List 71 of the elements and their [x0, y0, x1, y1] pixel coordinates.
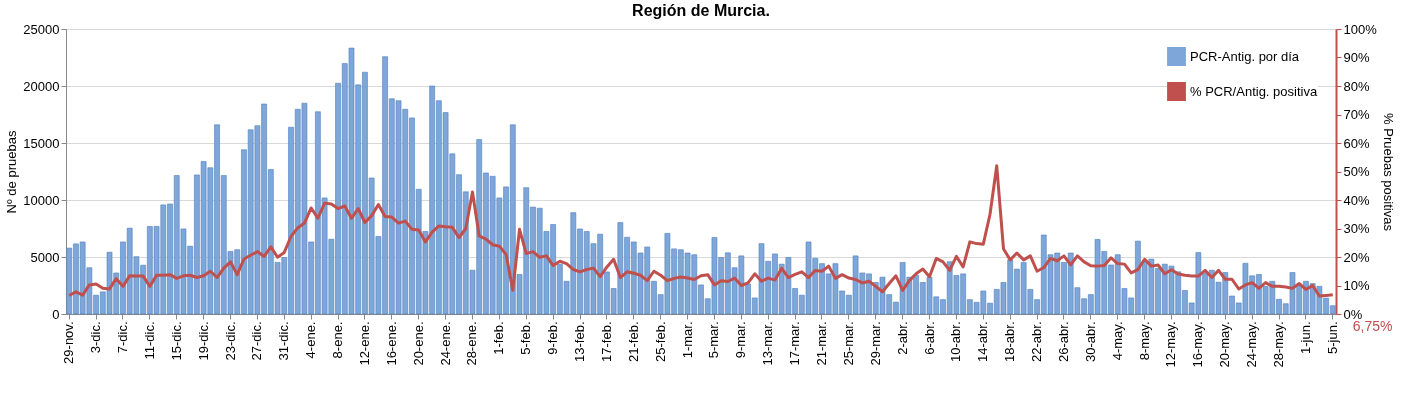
y2-tick-label: 90%	[1343, 50, 1370, 65]
y2-tick-label: 60%	[1343, 135, 1370, 151]
x-tick-label: 13-mar.	[760, 321, 776, 366]
x-tick-label: 1-feb.	[491, 321, 507, 355]
y2-tick-label: 100%	[1343, 21, 1378, 37]
x-tick-label: 12-ene.	[356, 321, 372, 366]
y2-tick-label: 70%	[1343, 107, 1370, 122]
line-series	[67, 164, 1335, 298]
x-tick-label: 24-may.	[1244, 321, 1260, 368]
x-tick-label: 28-ene.	[464, 321, 480, 366]
x-tick-label: 18-abr.	[1002, 321, 1018, 362]
x-tick-label: 8-ene.	[330, 321, 346, 359]
x-tick-label: 29-mar.	[867, 321, 883, 366]
x-tick-label: 28-may.	[1271, 321, 1287, 368]
x-tick-label: 19-dic.	[195, 321, 211, 361]
x-tick-label: 31-dic.	[276, 321, 292, 361]
x-tick-label: 11-dic.	[141, 321, 157, 360]
y2-tick-label: 80%	[1343, 78, 1370, 94]
x-tick-label: 15-dic.	[168, 321, 184, 361]
x-tick-label: 26-abr.	[1055, 321, 1071, 362]
x-tick-label: 21-feb.	[625, 321, 641, 362]
x-tick-label: 1-jun.	[1297, 321, 1313, 355]
x-tick-label: 4-may.	[1109, 321, 1125, 361]
y2-tick-label: 0%	[1343, 306, 1363, 322]
x-tick-label: 14-abr.	[975, 321, 991, 362]
y-axis-title: Nº de pruebas	[4, 130, 20, 214]
x-tick-label: 17-mar.	[787, 321, 803, 366]
legend-label: % PCR/Antig. positiva	[1190, 83, 1318, 99]
x-tick-label: 13-feb.	[572, 321, 588, 362]
y-tick-label: 0	[52, 306, 60, 322]
x-tick-label: 22-abr.	[1029, 321, 1045, 362]
y-tick-label: 5000	[30, 249, 60, 265]
x-tick-label: 9-feb.	[545, 321, 561, 355]
x-tick-label: 17-feb.	[598, 321, 614, 362]
x-tick-label: 10-abr.	[948, 321, 964, 362]
y-tick-label: 20000	[23, 78, 60, 94]
y-tick-label: 10000	[23, 192, 60, 208]
x-tick-label: 30-abr.	[1082, 321, 1098, 362]
x-tick-label: 25-mar.	[840, 321, 856, 366]
x-tick-label: 20-ene.	[410, 321, 426, 366]
x-tick-label: 27-dic.	[249, 321, 265, 361]
x-tick-label: 6-abr.	[921, 321, 937, 355]
y2-tick-label: 10%	[1343, 278, 1370, 293]
y2-tick-label: 50%	[1343, 164, 1370, 179]
x-tick-label: 16-ene.	[383, 321, 399, 366]
y2-tick-label: 40%	[1343, 192, 1370, 208]
y2-axis-title: % Pruebas positivas	[1380, 113, 1396, 232]
x-tick-label: 25-feb.	[652, 321, 668, 362]
legend-label: PCR-Antig. por día	[1190, 48, 1300, 64]
chart-title: Región de Murcia.	[632, 2, 770, 19]
x-tick-label: 5-mar.	[706, 321, 722, 359]
x-tick-label: 1-mar.	[679, 321, 695, 359]
x-tick-label: 2-abr.	[894, 321, 910, 355]
y-tick-label: 25000	[23, 21, 60, 37]
x-tick-label: 5-jun.	[1324, 321, 1340, 355]
x-tick-label: 4-ene.	[303, 321, 319, 359]
x-tick-label: 23-dic.	[222, 321, 238, 361]
x-tick-label: 20-may.	[1217, 321, 1233, 368]
x-tick-label: 5-feb.	[518, 321, 534, 355]
x-tick-label: 9-mar.	[733, 321, 749, 359]
y2-tick-label: 30%	[1343, 221, 1370, 236]
x-tick-label: 8-may.	[1136, 321, 1152, 361]
x-tick-label: 16-may.	[1190, 321, 1206, 368]
y-tick-label: 15000	[23, 135, 60, 151]
x-tick-label: 7-dic.	[114, 321, 130, 354]
x-tick-label: 12-may.	[1163, 321, 1179, 368]
y2-tick-label: 20%	[1343, 249, 1370, 265]
x-tick-label: 3-dic.	[88, 321, 104, 354]
x-tick-label: 24-ene.	[437, 321, 453, 366]
x-tick-label: 21-mar.	[813, 321, 829, 366]
x-tick-label: 29-nov.	[61, 321, 77, 364]
